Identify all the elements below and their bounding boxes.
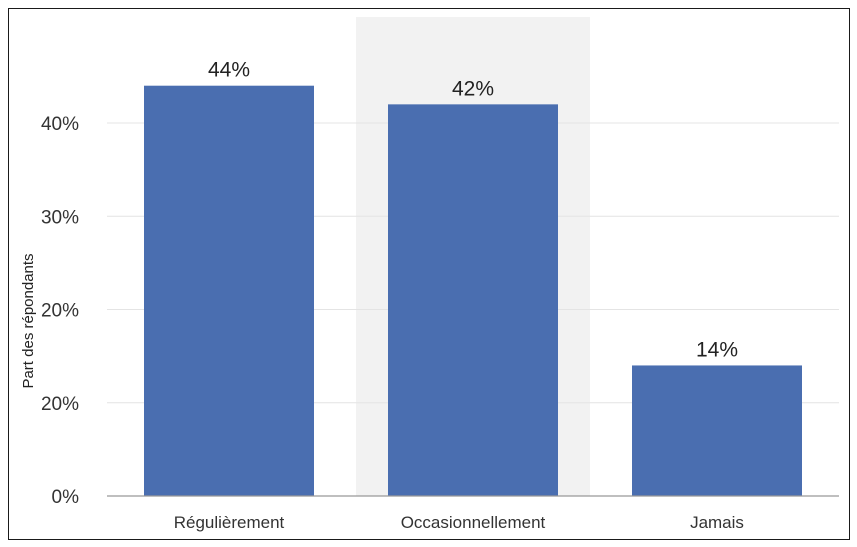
bar-jamais <box>632 365 802 496</box>
chart-frame: 0% 20% 20% 30% 40% 44% Régulièrement 42% Occasio… <box>8 8 850 540</box>
x-category-label: Occasionnellement <box>401 513 546 532</box>
data-label: 14% <box>696 338 738 361</box>
data-label: 42% <box>452 77 494 100</box>
x-category-label: Jamais <box>690 513 744 532</box>
y-tick-label: 40% <box>41 114 79 135</box>
y-tick-label: 20% <box>41 301 79 322</box>
bar-chart: 0% 20% 20% 30% 40% 44% Régulièrement 42% Occasio… <box>20 17 839 532</box>
y-tick-label: 30% <box>41 207 79 228</box>
bar-occasionnellement <box>388 104 558 496</box>
x-category-label: Régulièrement <box>174 513 285 532</box>
y-tick-label: 0% <box>52 487 80 508</box>
data-label: 44% <box>208 59 250 82</box>
bar-régulièrement <box>144 85 314 496</box>
y-axis-title: Part des répondants <box>20 253 37 388</box>
y-tick-label: 20% <box>41 394 79 415</box>
